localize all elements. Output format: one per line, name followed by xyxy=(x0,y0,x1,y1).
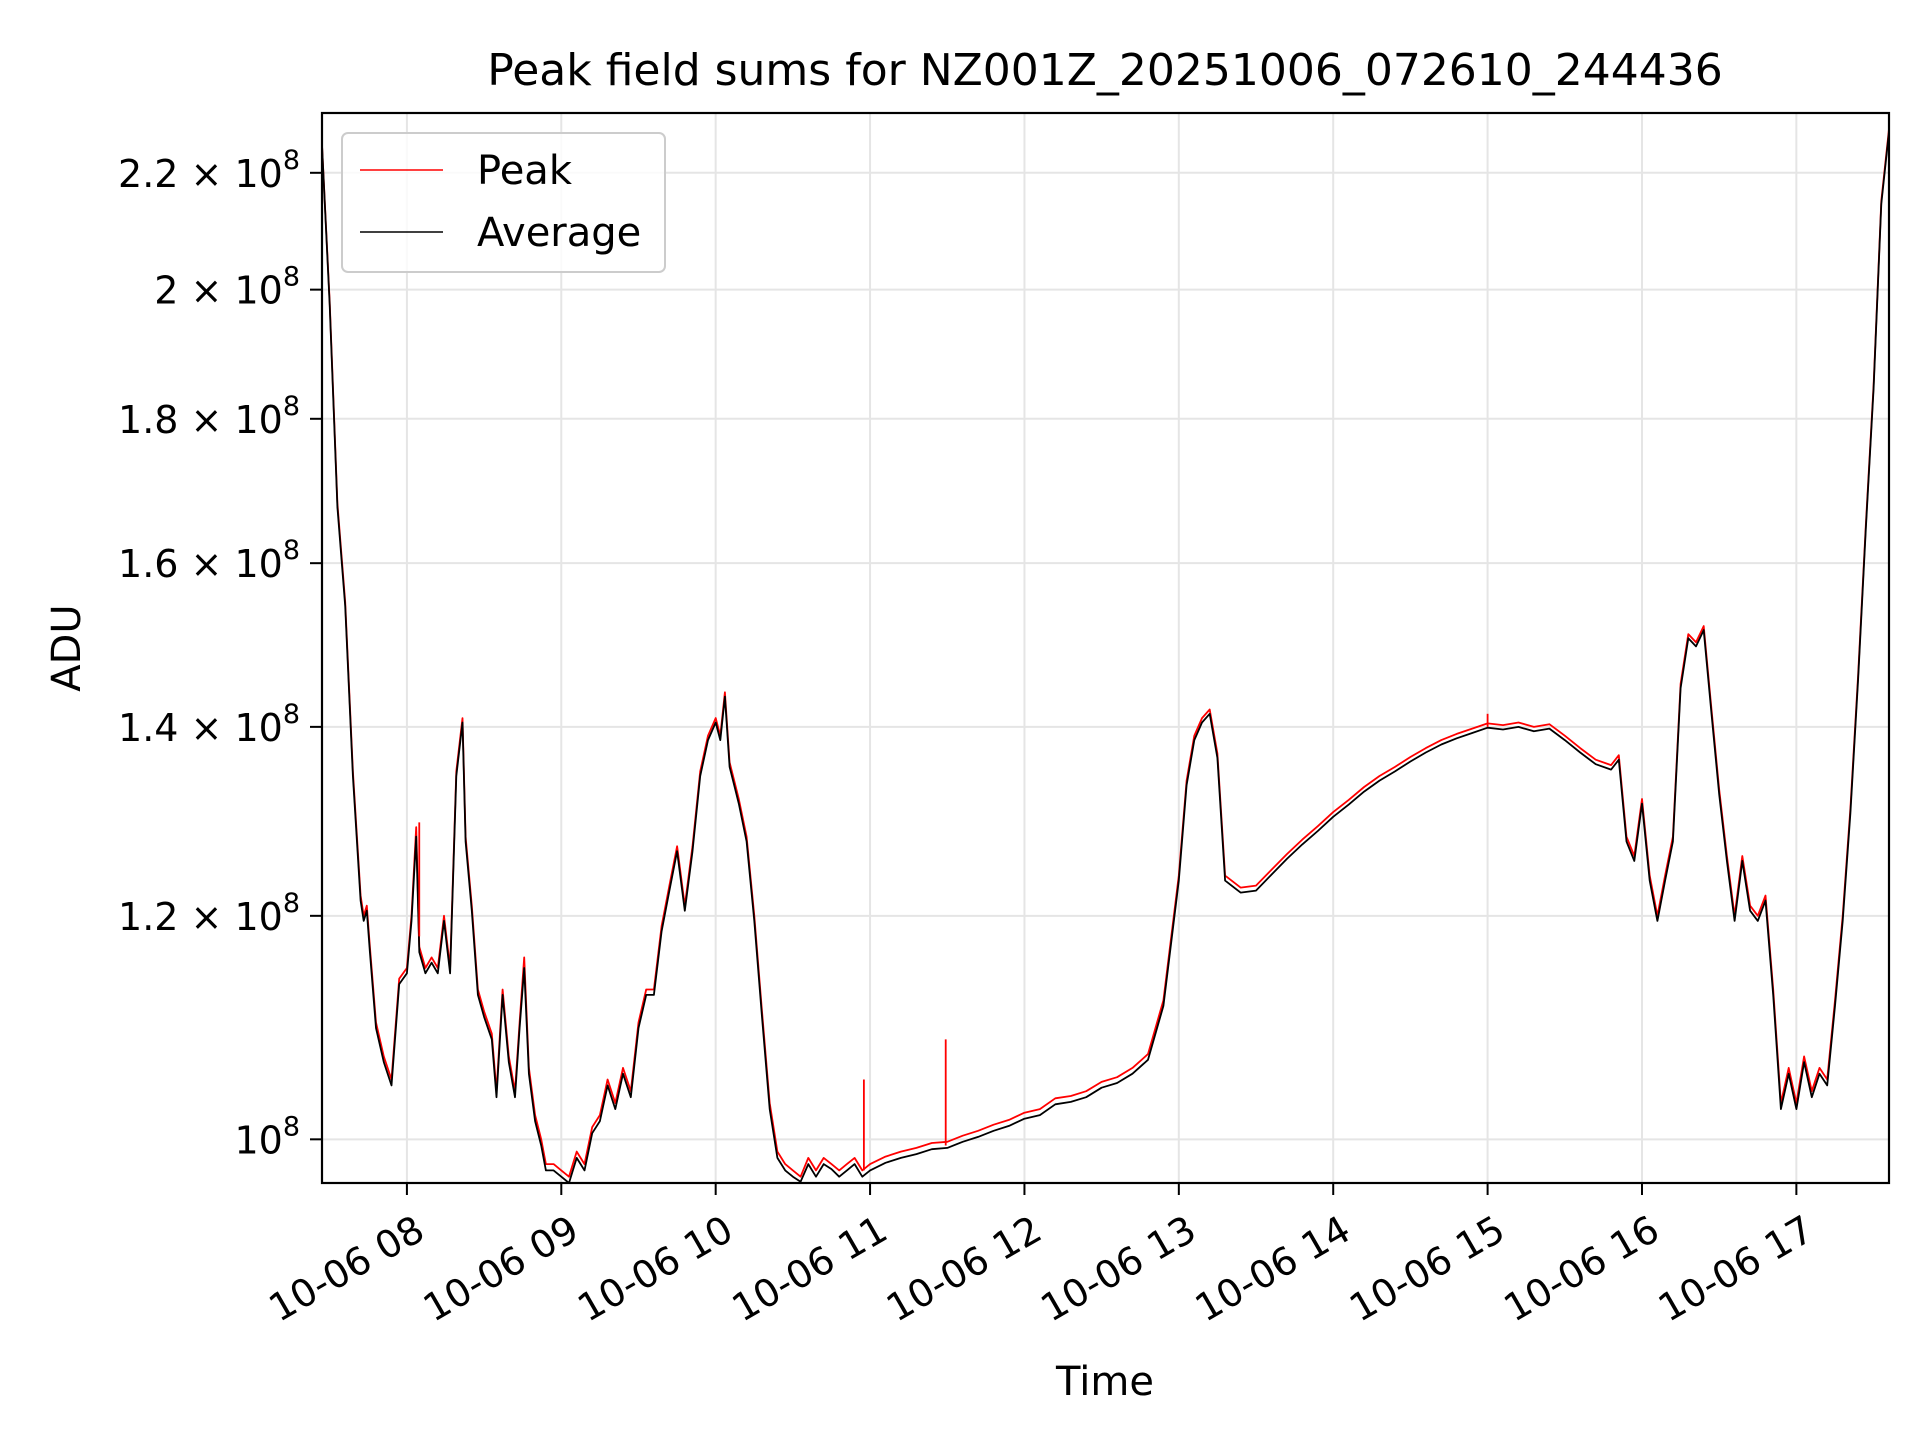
y-tick-label: 2 × 108 xyxy=(154,262,300,313)
grid xyxy=(322,113,1889,1183)
legend: Peak Average xyxy=(341,132,666,273)
legend-average-label: Average xyxy=(477,210,641,256)
y-axis-label: ADU xyxy=(44,604,90,691)
series-line-average xyxy=(321,131,1890,1184)
y-tick-label: 1.8 × 108 xyxy=(118,391,300,442)
chart-title: Peak field sums for NZ001Z_20251006_0726… xyxy=(487,45,1723,96)
y-axis: 108 1.2 × 108 1.4 × 108 1.6 × 108 1.8 × 108 2… xyxy=(118,145,322,1162)
legend-box xyxy=(341,132,666,273)
y-tick-label: 1.2 × 108 xyxy=(118,888,300,939)
y-tick-label: 108 xyxy=(234,1111,300,1162)
series-layer xyxy=(321,128,1890,1184)
x-axis-label: Time xyxy=(1055,1359,1154,1405)
y-tick-label: 1.4 × 108 xyxy=(118,699,300,750)
y-tick-label: 2.2 × 108 xyxy=(118,145,300,196)
y-tick-label: 1.6 × 108 xyxy=(118,535,300,586)
plot-frame xyxy=(320,111,1891,1185)
legend-peak-label: Peak xyxy=(477,148,573,194)
